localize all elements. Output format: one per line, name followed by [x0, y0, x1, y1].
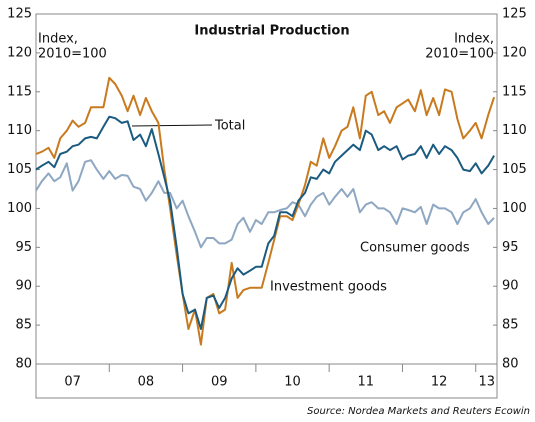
x-tick-label: 11	[358, 375, 375, 390]
y-tick-label: 125	[7, 7, 32, 22]
y-tick-label: 120	[7, 45, 32, 60]
y-tick-label: 90	[15, 279, 32, 294]
y-axis-label: Index,	[38, 32, 78, 47]
plot-frame	[35, 13, 498, 365]
y2-tick-label: 90	[502, 279, 519, 294]
x-tick-label: 10	[284, 375, 301, 390]
y2-tick-label: 110	[502, 123, 527, 138]
annotation: Investment goods	[270, 280, 387, 295]
y2-tick-label: 85	[502, 318, 519, 333]
annotation-arrow	[131, 124, 213, 127]
y2-tick-label: 95	[502, 240, 519, 255]
y2-axis-label: Index,	[454, 32, 494, 47]
x-tick-label: 08	[138, 375, 155, 390]
y-tick-label: 95	[15, 240, 32, 255]
y-tick-label: 115	[7, 84, 32, 99]
series-line	[35, 115, 495, 330]
y-tick-label: 85	[15, 318, 32, 333]
series-line	[35, 159, 495, 249]
annotation: Consumer goods	[360, 241, 470, 256]
x-axis-band	[35, 363, 498, 399]
x-tick-label: 13	[478, 375, 495, 390]
x-tick-label: 12	[431, 375, 448, 390]
y2-tick-label: 80	[502, 357, 519, 372]
y2-axis-label: 2010=100	[425, 47, 494, 62]
y-tick-label: 80	[15, 357, 32, 372]
chart-title: Industrial Production	[194, 24, 349, 39]
source-note: Source: Nordea Markets and Reuters Ecowi…	[307, 406, 530, 417]
y2-tick-label: 105	[502, 162, 527, 177]
annotation: Total	[214, 119, 245, 134]
y2-tick-label: 125	[502, 7, 527, 22]
y-tick-label: 100	[7, 201, 32, 216]
x-tick-label: 09	[211, 375, 228, 390]
x-tick-label: 07	[64, 375, 81, 390]
y-tick-label: 105	[7, 162, 32, 177]
y-axis-label: 2010=100	[38, 47, 107, 62]
y2-tick-label: 115	[502, 84, 527, 99]
y2-tick-label: 120	[502, 45, 527, 60]
y-tick-label: 110	[7, 123, 32, 138]
y2-tick-label: 100	[502, 201, 527, 216]
series-line	[35, 76, 496, 346]
